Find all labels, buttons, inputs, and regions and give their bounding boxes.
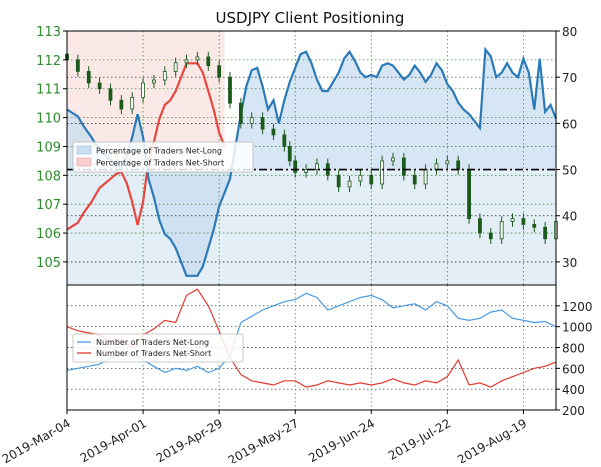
main-legend-label: Percentage of Traders Net-Short — [96, 159, 224, 168]
right-axis-tick-label: 60 — [562, 117, 577, 131]
right-axis-tick-label: 80 — [562, 25, 577, 39]
price-candle — [217, 65, 222, 78]
price-candle — [130, 96, 135, 110]
main-legend-box — [72, 141, 254, 173]
price-candle — [75, 59, 80, 72]
price-candle — [456, 160, 461, 170]
right-axis-tick-label: 50 — [562, 164, 577, 178]
price-candle — [434, 163, 439, 170]
price-candle — [369, 174, 374, 185]
main-legend-label: Percentage of Traders Net-Long — [96, 147, 222, 156]
price-candle — [380, 160, 385, 185]
x-axis-tick-label: 2019-Jul-22 — [386, 416, 453, 463]
left-axis-tick-label: 107 — [36, 198, 61, 213]
left-axis-tick-label: 111 — [36, 83, 61, 98]
price-candle — [412, 174, 417, 185]
price-candle — [238, 102, 243, 124]
price-candle — [423, 169, 428, 185]
price-candle — [287, 146, 292, 162]
price-candle — [315, 163, 319, 170]
count-axis-tick-label: 1000 — [562, 321, 593, 335]
price-candle — [445, 160, 450, 165]
right-axis-tick-label: 70 — [562, 71, 577, 85]
net-short-count-line — [66, 288, 557, 388]
price-candle — [119, 99, 124, 110]
count-axis-tick-label: 600 — [562, 362, 585, 376]
chart-title: USDJPY Client Positioning — [216, 9, 405, 27]
net-long-series-line — [66, 46, 558, 277]
price-candle — [282, 134, 287, 147]
price-candle — [401, 157, 406, 176]
main-legend-swatch — [76, 157, 92, 167]
count-axis-tick-label: 1200 — [562, 300, 593, 314]
price-candle — [86, 71, 91, 84]
count-legend-box — [72, 333, 244, 363]
right-axis-tick-label: 40 — [562, 210, 577, 224]
count-axis-tick-label: 800 — [562, 342, 585, 356]
x-axis-tick-label: 2019-May-27 — [226, 416, 301, 463]
price-candle — [173, 62, 178, 72]
count-axis-tick-label: 400 — [562, 383, 585, 397]
price-candle — [97, 82, 102, 90]
price-candle — [532, 223, 537, 228]
x-axis-tick-label: 2019-Apr-01 — [78, 416, 149, 463]
price-candle — [260, 117, 265, 130]
net-long-count-line — [66, 292, 557, 374]
price-candle — [521, 218, 526, 225]
price-candle — [195, 56, 200, 61]
count-legend-label: Number of Traders Net-Short — [96, 349, 211, 358]
left-axis-tick-label: 108 — [36, 169, 61, 184]
right-axis-tick-label: 30 — [562, 256, 577, 270]
price-candle — [543, 226, 548, 240]
price-candle — [499, 221, 504, 240]
price-candle — [249, 117, 254, 124]
left-axis-tick-label: 106 — [36, 227, 61, 242]
main-legend-swatch — [76, 145, 92, 155]
price-candle — [488, 232, 493, 240]
price-candle — [228, 76, 232, 104]
price-candle — [293, 160, 298, 173]
x-axis-tick-label: 2019-Apr-29 — [154, 416, 225, 463]
left-axis-tick-label: 112 — [36, 54, 61, 69]
price-candle — [478, 218, 482, 234]
price-candle — [347, 180, 352, 188]
price-candle — [358, 174, 363, 182]
x-axis-tick-label: 2019-Mar-04 — [0, 416, 73, 463]
left-axis-tick-label: 110 — [36, 112, 61, 127]
price-candle — [184, 59, 189, 64]
net-long-area — [67, 49, 556, 276]
price-candle — [108, 88, 113, 101]
left-axis-tick-label: 105 — [36, 256, 61, 271]
x-axis-tick-label: 2019-Jun-24 — [306, 416, 377, 463]
left-axis-tick-label: 109 — [36, 140, 61, 155]
price-candle — [152, 79, 156, 84]
price-candle — [141, 82, 145, 98]
price-candle — [336, 174, 341, 188]
left-axis-tick-label: 113 — [36, 25, 61, 40]
count-legend-label: Number of Traders Net-Long — [96, 338, 209, 347]
price-candle — [510, 218, 515, 222]
price-candle — [391, 157, 395, 162]
count-axis-tick-label: 200 — [562, 404, 585, 418]
price-candle — [162, 71, 167, 81]
bottom-panel: 200 400 600 800 1000 1200 Number of Traders N… — [66, 284, 593, 418]
net-long-tint — [67, 169, 556, 285]
price-candle — [304, 169, 308, 173]
price-candle — [467, 169, 471, 220]
price-candle — [206, 56, 211, 67]
main-panel: 105 106 107 108 109 110 111 112 113 30 40 50 60 70 80… — [36, 25, 577, 286]
x-axis-tick-label: 2019-Aug-19 — [455, 416, 529, 463]
price-candle — [271, 128, 276, 136]
